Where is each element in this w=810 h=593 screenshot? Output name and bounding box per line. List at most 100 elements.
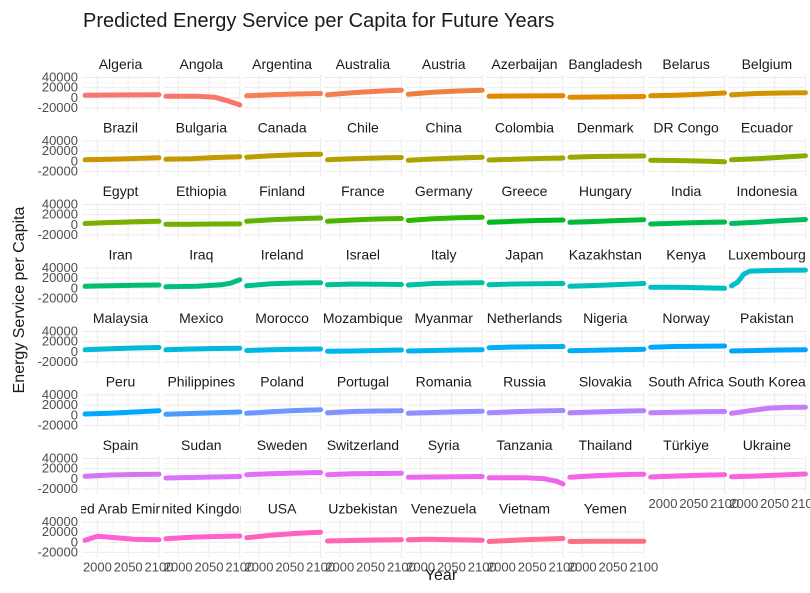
facet-panel: Italy [405, 247, 485, 304]
series-line [648, 90, 728, 99]
facet-panel: China [405, 120, 485, 177]
facet-panel: Chile [324, 120, 404, 177]
series-line [486, 281, 566, 288]
facet-panel: United Kingdom 2000 2050 2100 [151, 501, 254, 575]
series-line [567, 281, 647, 289]
series-line [325, 216, 404, 224]
y-tick-label: -20000 [38, 481, 78, 496]
facet-strip-label: United Kingdom [151, 501, 251, 517]
facet-strip-label: Ireland [261, 247, 304, 263]
series-line [325, 537, 404, 544]
facet-strip-label: France [341, 183, 385, 199]
series-line [486, 475, 566, 487]
facet-panel: Uzbekistan 2000 2050 2100 [324, 501, 416, 575]
facet-panel: Indonesia [728, 183, 808, 240]
facet-strip-label: Türkiye [663, 437, 709, 453]
x-tick-label: 2100 [629, 560, 658, 575]
series-line [486, 155, 566, 163]
x-tick-label: 2050 [437, 560, 466, 575]
facet-panel: Argentina [243, 56, 324, 113]
facet-strip-label: Bulgaria [176, 120, 228, 136]
series-line [405, 87, 485, 97]
series-line [405, 408, 485, 416]
x-tick-label: 2000 [487, 560, 516, 575]
x-tick-label: 2100 [549, 560, 578, 575]
facet-strip-label: Spain [103, 437, 139, 453]
facet-panel: Myanmar [405, 310, 485, 367]
x-tick-label: 2050 [356, 560, 385, 575]
facet-strip-label: Algeria [99, 56, 143, 72]
y-tick-label: 0 [71, 534, 78, 549]
series-line [244, 151, 324, 160]
facet-strip-label: Poland [260, 374, 304, 390]
facet-strip-label: Australia [336, 56, 391, 72]
facet-strip-label: Israel [346, 247, 380, 263]
facet-strip-label: China [425, 120, 462, 136]
facet-panel: South Korea [728, 374, 808, 431]
series-line [163, 93, 243, 108]
facet-strip-label: DR Congo [653, 120, 719, 136]
series-line [729, 217, 808, 226]
series-line [486, 408, 566, 416]
series-line [405, 474, 485, 480]
facet-panel: Canada [243, 120, 324, 177]
x-tick-label: 2000 [164, 560, 193, 575]
series-line [244, 280, 324, 289]
facet-panel: Nigeria [566, 310, 647, 367]
x-axis-title: Year [425, 567, 458, 584]
x-tick-label: 2000 [325, 560, 354, 575]
y-tick-label: 40000 [42, 133, 78, 148]
x-tick-label: 2100 [468, 560, 497, 575]
series-line [648, 472, 728, 480]
facet-panel: France [324, 183, 404, 240]
facet-panel: Japan [486, 247, 566, 304]
facet-strip-label: Thailand [578, 437, 632, 453]
facet-strip-label: Canada [258, 120, 307, 136]
series-line [486, 217, 566, 225]
facet-strip-label: Portugal [337, 374, 389, 390]
facet-panel: Russia [486, 374, 566, 431]
x-tick-label: 2000 [83, 560, 112, 575]
facet-panel: Germany [405, 183, 485, 240]
facet-panel: Mozambique [323, 310, 404, 367]
x-tick-label: 2000 [729, 496, 758, 511]
series-line [567, 346, 647, 354]
series-line [648, 409, 728, 416]
series-line [244, 346, 324, 353]
facet-strip-label: Azerbaijan [491, 56, 557, 72]
series-line [325, 470, 404, 478]
facet-strip-label: Yemen [584, 501, 627, 517]
facet-strip-label: Austria [422, 56, 466, 72]
facet-strip-label: Japan [505, 247, 543, 263]
facet-strip-label: South Africa [648, 374, 724, 390]
series-line [567, 471, 647, 480]
facet-strip-label: Denmark [577, 120, 635, 136]
y-tick-label: -20000 [38, 290, 78, 305]
y-tick-label: -20000 [38, 100, 78, 115]
facet-panel: Denmark [566, 120, 647, 177]
series-line [405, 347, 485, 354]
facet-panel: Azerbaijan [486, 56, 566, 113]
facet-strip-label: Argentina [252, 56, 312, 72]
facet-panel: Türkiye 2000 2050 2100 [647, 437, 739, 511]
facet-strip-label: Tanzania [496, 437, 552, 453]
series-line [325, 347, 404, 354]
series-line [648, 219, 728, 227]
facet-panel: Bulgaria [162, 120, 243, 177]
series-line [486, 93, 566, 99]
series-line [405, 214, 485, 223]
facet-panel: Romania [405, 374, 485, 431]
facet-strip-label: Indonesia [737, 183, 798, 199]
facet-strip-label: Norway [662, 310, 709, 326]
facet-strip-label: Morocco [255, 310, 309, 326]
y-tick-label: 0 [71, 90, 78, 105]
y-tick-label: 40000 [42, 387, 78, 402]
series-line [486, 536, 566, 544]
x-tick-label: 2050 [760, 496, 789, 511]
series-line [567, 94, 647, 100]
series-line [567, 217, 647, 225]
facet-strip-label: Philippines [167, 374, 235, 390]
facet-strip-label: Kenya [666, 247, 706, 263]
